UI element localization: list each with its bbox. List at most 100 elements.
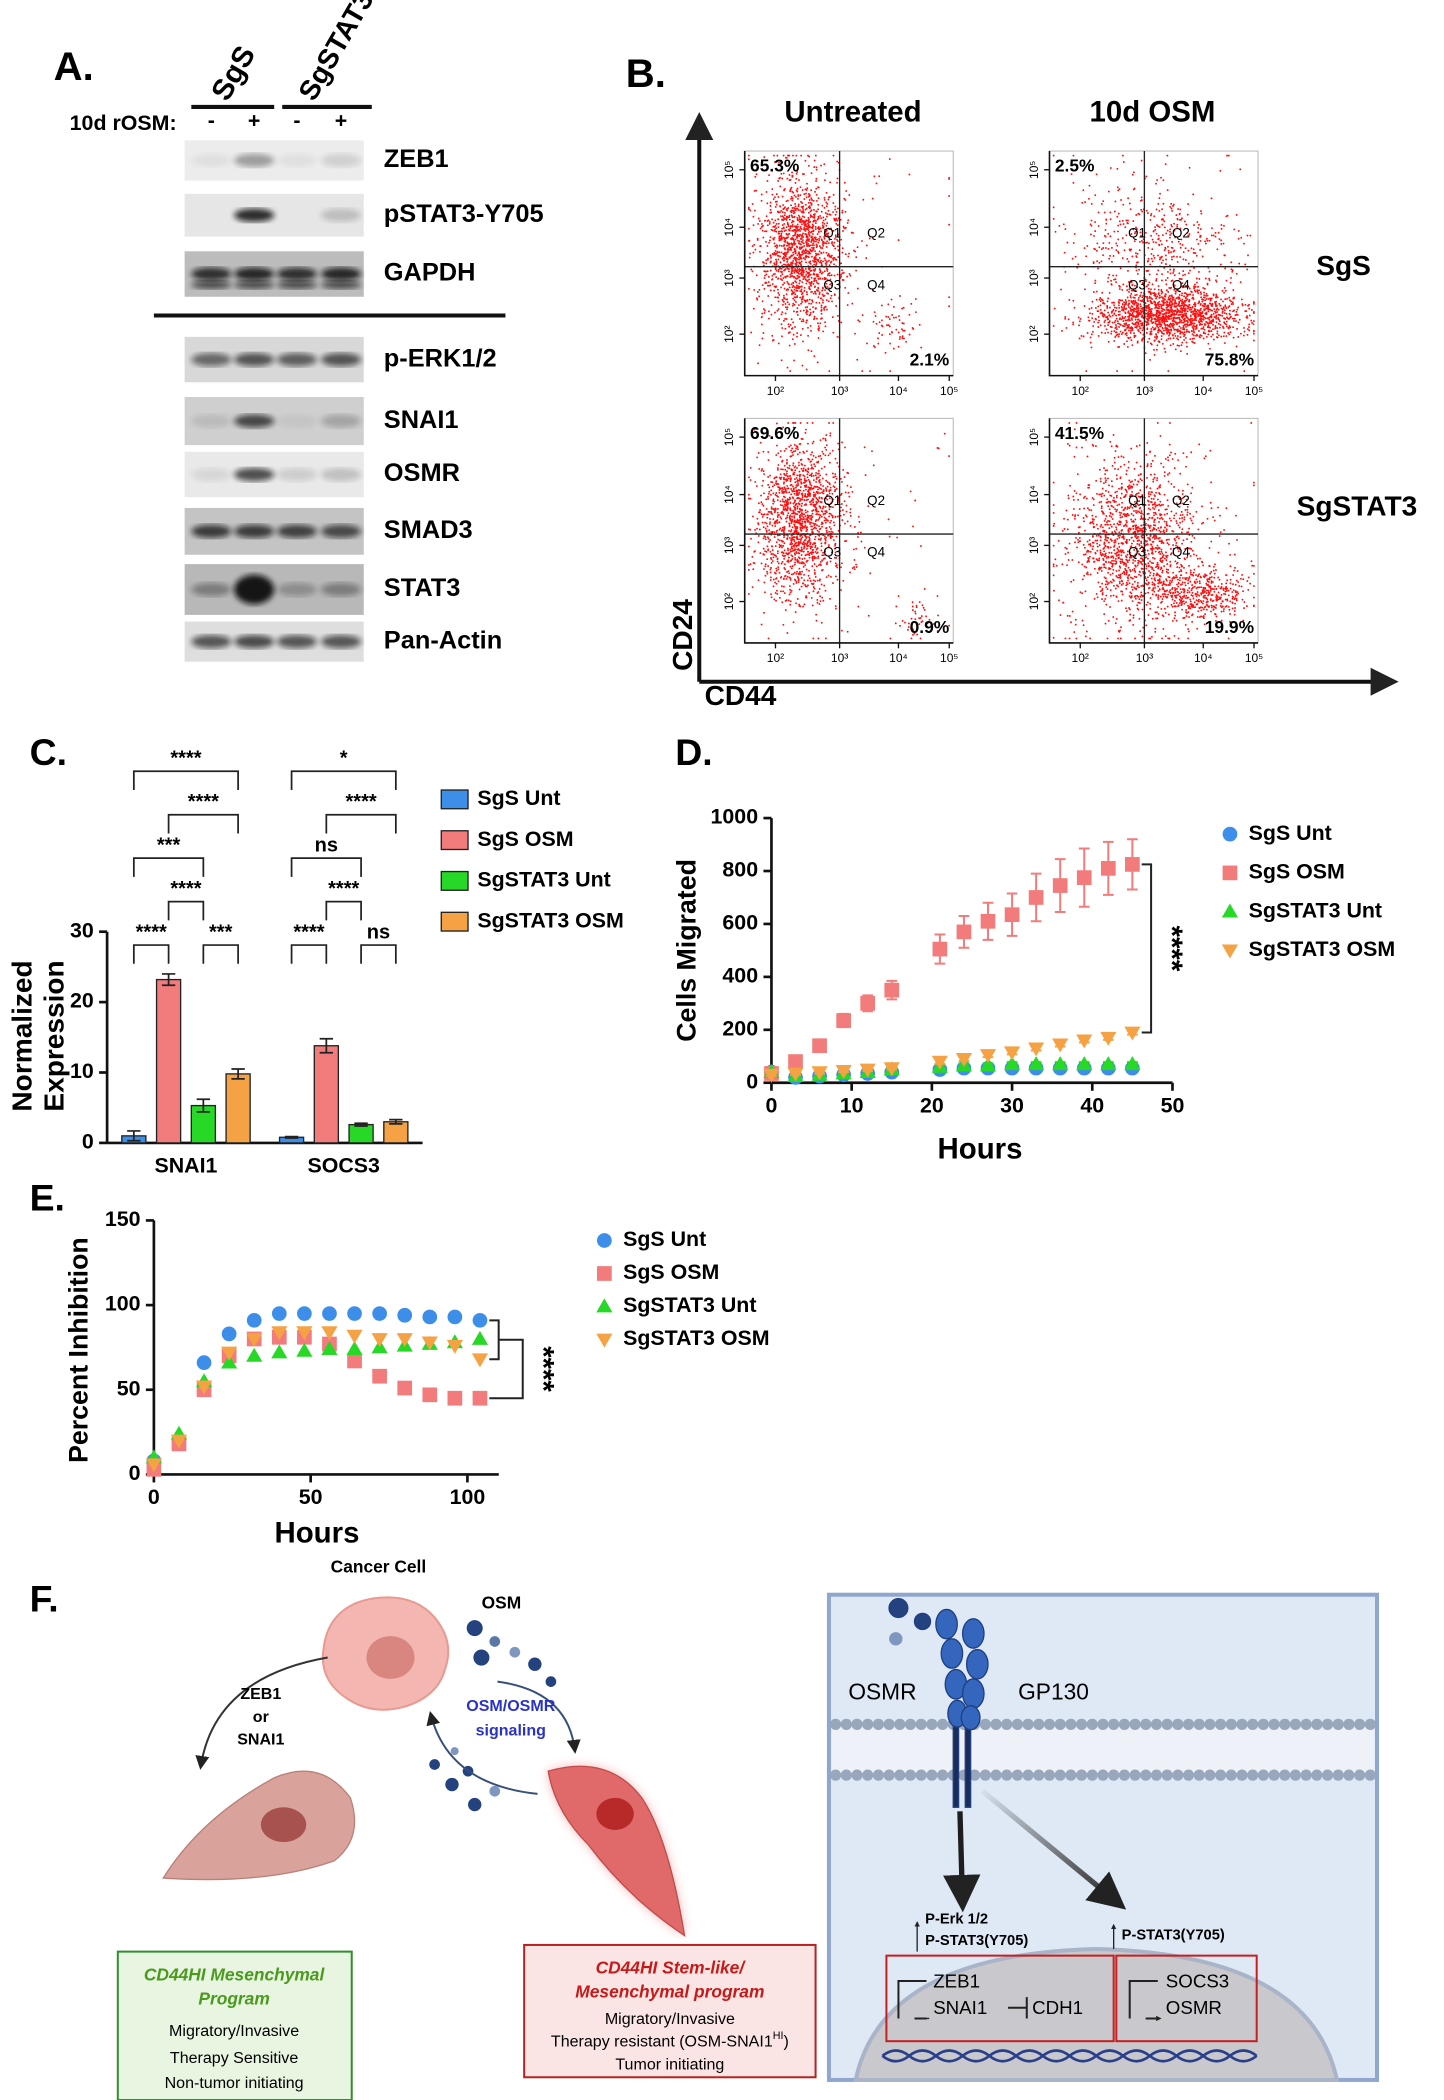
legend-label: SgS OSM xyxy=(1249,860,1345,884)
point xyxy=(980,913,996,929)
y-tick-label: 400 xyxy=(722,964,758,988)
point xyxy=(1003,1046,1021,1061)
point xyxy=(932,941,948,957)
gene: SNAI1 xyxy=(933,1997,987,2018)
significance: **** xyxy=(1155,926,1188,972)
x-tick-label: 40 xyxy=(1080,1093,1104,1117)
lipid xyxy=(883,1718,895,1730)
lipid xyxy=(1321,1769,1334,1781)
quadrant-label: Q3 xyxy=(823,545,841,560)
group-label: SgS xyxy=(205,40,262,106)
events xyxy=(747,154,951,373)
legend-label: SgS Unt xyxy=(1249,821,1332,845)
lipid xyxy=(1011,1718,1024,1730)
lipid xyxy=(1300,1769,1312,1781)
error-bar xyxy=(354,1122,368,1127)
box-title: CD44HI Mesenchymal xyxy=(144,1964,326,1984)
x-tick-label: 30 xyxy=(1000,1093,1024,1117)
percent-label: 19.9% xyxy=(1205,617,1254,637)
significance: *** xyxy=(157,834,181,856)
lipid xyxy=(1033,1769,1045,1781)
text-part: Therapy resistant (OSM-SNAI1 xyxy=(551,2033,773,2051)
treatment-sign: + xyxy=(335,108,347,132)
quadrant-label: Q2 xyxy=(1172,493,1190,508)
tick-label: 10⁴ xyxy=(1027,218,1041,237)
tick-label: 10² xyxy=(722,325,736,342)
bracket xyxy=(167,813,239,834)
band xyxy=(276,280,317,289)
transition-label: or xyxy=(253,1708,269,1726)
bar xyxy=(383,1121,409,1144)
point xyxy=(979,1057,997,1072)
legend-label: SgSTAT3 Unt xyxy=(623,1293,756,1317)
quadrant-label: Q4 xyxy=(867,545,885,560)
point xyxy=(859,1063,876,1078)
blot-label: pSTAT3-Y705 xyxy=(384,200,544,228)
y-tick-label: 800 xyxy=(722,858,758,882)
lipid xyxy=(1065,1769,1077,1781)
point xyxy=(1100,1031,1117,1046)
legend-label: SgS Unt xyxy=(477,786,560,810)
lipid xyxy=(1150,1718,1163,1730)
point xyxy=(1028,890,1044,905)
panel-f: F. Cancer Cell OSM OSM/OSMR signaling ZE… xyxy=(30,1557,1380,2100)
legend-label: SgSTAT3 OSM xyxy=(1249,937,1395,961)
lipid xyxy=(1247,1718,1259,1730)
point xyxy=(296,1342,313,1357)
axis-label: CD44 xyxy=(705,680,777,711)
box-line: Non-tumor initiating xyxy=(165,2074,304,2092)
lipid xyxy=(1011,1769,1024,1781)
lipid xyxy=(1354,1769,1366,1781)
blot-label: STAT3 xyxy=(384,574,461,602)
bracket xyxy=(290,770,397,791)
quadrant-label: Q3 xyxy=(1128,277,1146,292)
lipid xyxy=(1268,1718,1280,1730)
bracket xyxy=(325,900,362,921)
point xyxy=(1124,1026,1141,1041)
band xyxy=(234,414,275,428)
band xyxy=(320,582,362,597)
quadrant-label: Q4 xyxy=(1172,545,1190,560)
lipid xyxy=(1354,1718,1366,1730)
transition-label: ZEB1 xyxy=(240,1685,281,1703)
x-tick-label: SNAI1 xyxy=(154,1154,217,1178)
point xyxy=(860,995,876,1011)
point xyxy=(322,1306,337,1321)
events xyxy=(1052,154,1255,373)
lipid xyxy=(1129,1769,1141,1781)
lipid xyxy=(1332,1718,1344,1730)
legend-swatch xyxy=(440,789,469,810)
bracket xyxy=(1141,863,1153,1034)
point xyxy=(221,1346,238,1361)
lipid xyxy=(1257,1769,1269,1781)
point xyxy=(397,1380,413,1396)
point xyxy=(221,1354,238,1369)
lipid xyxy=(1161,1718,1173,1730)
nucleus xyxy=(260,1807,307,1843)
band xyxy=(320,280,362,289)
tick-label: 10⁴ xyxy=(1194,651,1213,665)
legend-label: SgS OSM xyxy=(477,827,573,851)
tick-label: 10² xyxy=(1072,384,1089,398)
significance: * xyxy=(340,748,348,770)
legend-marker xyxy=(596,1333,613,1348)
blot-label: OSMR xyxy=(384,459,460,487)
bar xyxy=(225,1073,251,1144)
tick-label: 10³ xyxy=(722,269,736,286)
point xyxy=(321,1326,338,1341)
legend-label: SgS Unt xyxy=(623,1227,706,1251)
lipid xyxy=(936,1718,949,1730)
point xyxy=(1100,861,1116,876)
bracket xyxy=(202,944,239,964)
legend-marker xyxy=(1222,865,1238,881)
treatment-sign: - xyxy=(293,108,300,132)
lipid xyxy=(1279,1769,1291,1781)
treatment-sign: - xyxy=(208,108,215,132)
plot-axes xyxy=(743,151,954,377)
lipid xyxy=(1236,1769,1248,1781)
y-tick-label: 0 xyxy=(82,1130,94,1154)
quadrant-label: Q3 xyxy=(823,277,841,292)
stem-like-cell xyxy=(547,1765,686,1937)
band xyxy=(234,574,275,605)
point xyxy=(1052,1038,1069,1053)
